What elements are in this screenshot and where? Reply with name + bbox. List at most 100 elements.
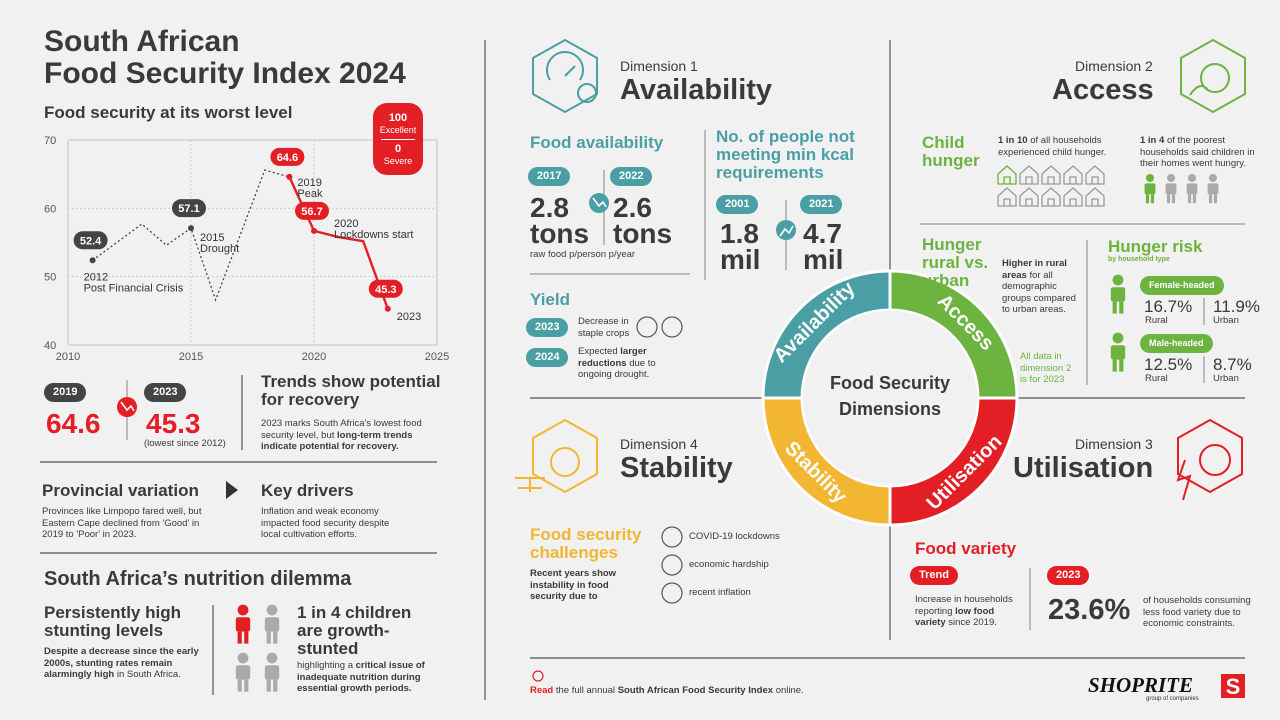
scale-label: Excellent <box>379 124 417 135</box>
dimension-label: Dimension 4 <box>620 436 698 452</box>
icon <box>1200 63 1230 93</box>
dimension-title: Access <box>1052 74 1154 106</box>
paragraph: highlighting a critical issue of inadequ… <box>297 660 457 695</box>
text: Despite a decrease since the early 2000s… <box>44 646 199 680</box>
stat-unit: tons <box>613 218 673 249</box>
paragraph: Expected larger reductions due to ongoin… <box>578 346 673 381</box>
icon <box>266 604 278 616</box>
arrow-icon <box>592 197 607 208</box>
icon <box>532 670 544 682</box>
icon <box>636 316 658 338</box>
y-tick-label: 70 <box>44 135 56 147</box>
icon <box>237 679 242 692</box>
section-title: Provincial variation <box>42 481 199 500</box>
list-item: COVID-19 lockdowns <box>689 531 780 542</box>
annotation: 2023 <box>397 311 421 323</box>
list-item: recent inflation <box>689 587 751 598</box>
annotation: Post Financial Crisis <box>84 282 184 294</box>
arrow-icons <box>117 193 796 499</box>
stat-value: 12.5% <box>1144 355 1193 374</box>
icon <box>1171 194 1176 204</box>
icon <box>997 165 1017 185</box>
text: South African Food Security Index <box>617 685 774 696</box>
dimension-label: Dimension 3 <box>1075 436 1153 452</box>
icon <box>550 447 580 477</box>
icon <box>244 631 249 644</box>
stat-value: 16.7% <box>1144 297 1193 316</box>
section-title: Persistently high stunting levels <box>44 603 181 640</box>
icon <box>661 526 683 548</box>
stat-label: Urban <box>1213 315 1239 326</box>
text: 1 in 4 <box>1140 135 1165 146</box>
text: due to ongoing drought. <box>578 357 656 381</box>
index-value: 64.6 <box>46 408 101 439</box>
year-badge: 2001 <box>716 195 759 214</box>
logo: SHOPRITE <box>1088 673 1194 697</box>
section-title: Hunger risk <box>1108 237 1203 256</box>
icon <box>546 51 584 81</box>
index-value: 45.3 <box>146 408 201 439</box>
text: Higher in rural areas <box>1002 258 1067 281</box>
list-icons <box>532 316 683 682</box>
icon <box>997 187 1017 207</box>
footer-link[interactable]: Read the full annual South African Food … <box>530 685 804 697</box>
icon <box>1199 444 1231 476</box>
icon <box>273 679 278 692</box>
paragraph: Inflation and weak economy impacted food… <box>261 506 390 540</box>
value-label: 45.3 <box>375 284 396 296</box>
dividers <box>40 40 1245 700</box>
list-item: economic hardship <box>689 559 769 570</box>
dimension-ring: Availability Access Utilisation Stabilit… <box>761 269 1019 527</box>
icon <box>1150 194 1155 204</box>
icon <box>1180 38 1246 114</box>
text: larger reductions <box>578 346 647 369</box>
stat-value: 8.7% <box>1213 355 1252 374</box>
dimension-label: Dimension 1 <box>620 58 698 74</box>
data-point <box>188 225 194 232</box>
icon <box>532 418 598 494</box>
icon <box>1165 183 1177 195</box>
paragraph: 1 in 4 of the poorest households said ch… <box>1140 135 1255 170</box>
icon <box>1063 187 1083 207</box>
annotation: 2019 <box>297 177 321 189</box>
value-badge <box>73 231 108 250</box>
section-title: 1 in 4 children are growth-stunted <box>297 603 412 658</box>
section-title: No. of people not meeting min kcal requi… <box>716 127 855 182</box>
text: online. <box>775 685 804 696</box>
icon <box>515 477 545 492</box>
y-tick-label: 50 <box>44 272 56 284</box>
dimension-title: Availability <box>620 74 773 106</box>
ring-segment <box>761 396 892 527</box>
year-badge: 2022 <box>610 167 653 186</box>
note: (lowest since 2012) <box>144 438 226 449</box>
icon <box>1208 173 1218 183</box>
annotation: Drought <box>200 243 239 255</box>
badge: Trend <box>910 566 958 585</box>
stat-value: 2.6 <box>613 192 652 223</box>
arrow-icon <box>120 401 135 412</box>
text: Increase in households reporting <box>915 594 1013 617</box>
icon <box>266 679 271 692</box>
icon <box>1192 194 1197 204</box>
text: of all households experienced child hung… <box>998 135 1107 158</box>
icon <box>1166 173 1176 183</box>
x-tick-label: 2015 <box>179 351 203 363</box>
dimension-title: Stability <box>620 452 733 484</box>
paragraph: 1 in 10 of all households experienced ch… <box>998 135 1113 158</box>
text: in South Africa. <box>116 669 181 680</box>
x-tick-label: 2025 <box>425 351 449 363</box>
value-badge <box>270 147 305 166</box>
text: 2023 marks South Africa's lowest food se… <box>261 418 422 441</box>
annotation: 2020 <box>334 218 358 230</box>
stat-value: 4.7 <box>803 218 842 249</box>
paragraph: 2023 marks South Africa's lowest food se… <box>261 418 441 453</box>
data-point <box>286 173 293 180</box>
arrow-icon <box>226 481 238 499</box>
icon <box>266 631 271 644</box>
section-title: Food variety <box>915 539 1017 558</box>
icon <box>1176 459 1192 501</box>
paragraph: Increase in households reporting low foo… <box>915 594 1025 629</box>
icon <box>1063 165 1083 185</box>
